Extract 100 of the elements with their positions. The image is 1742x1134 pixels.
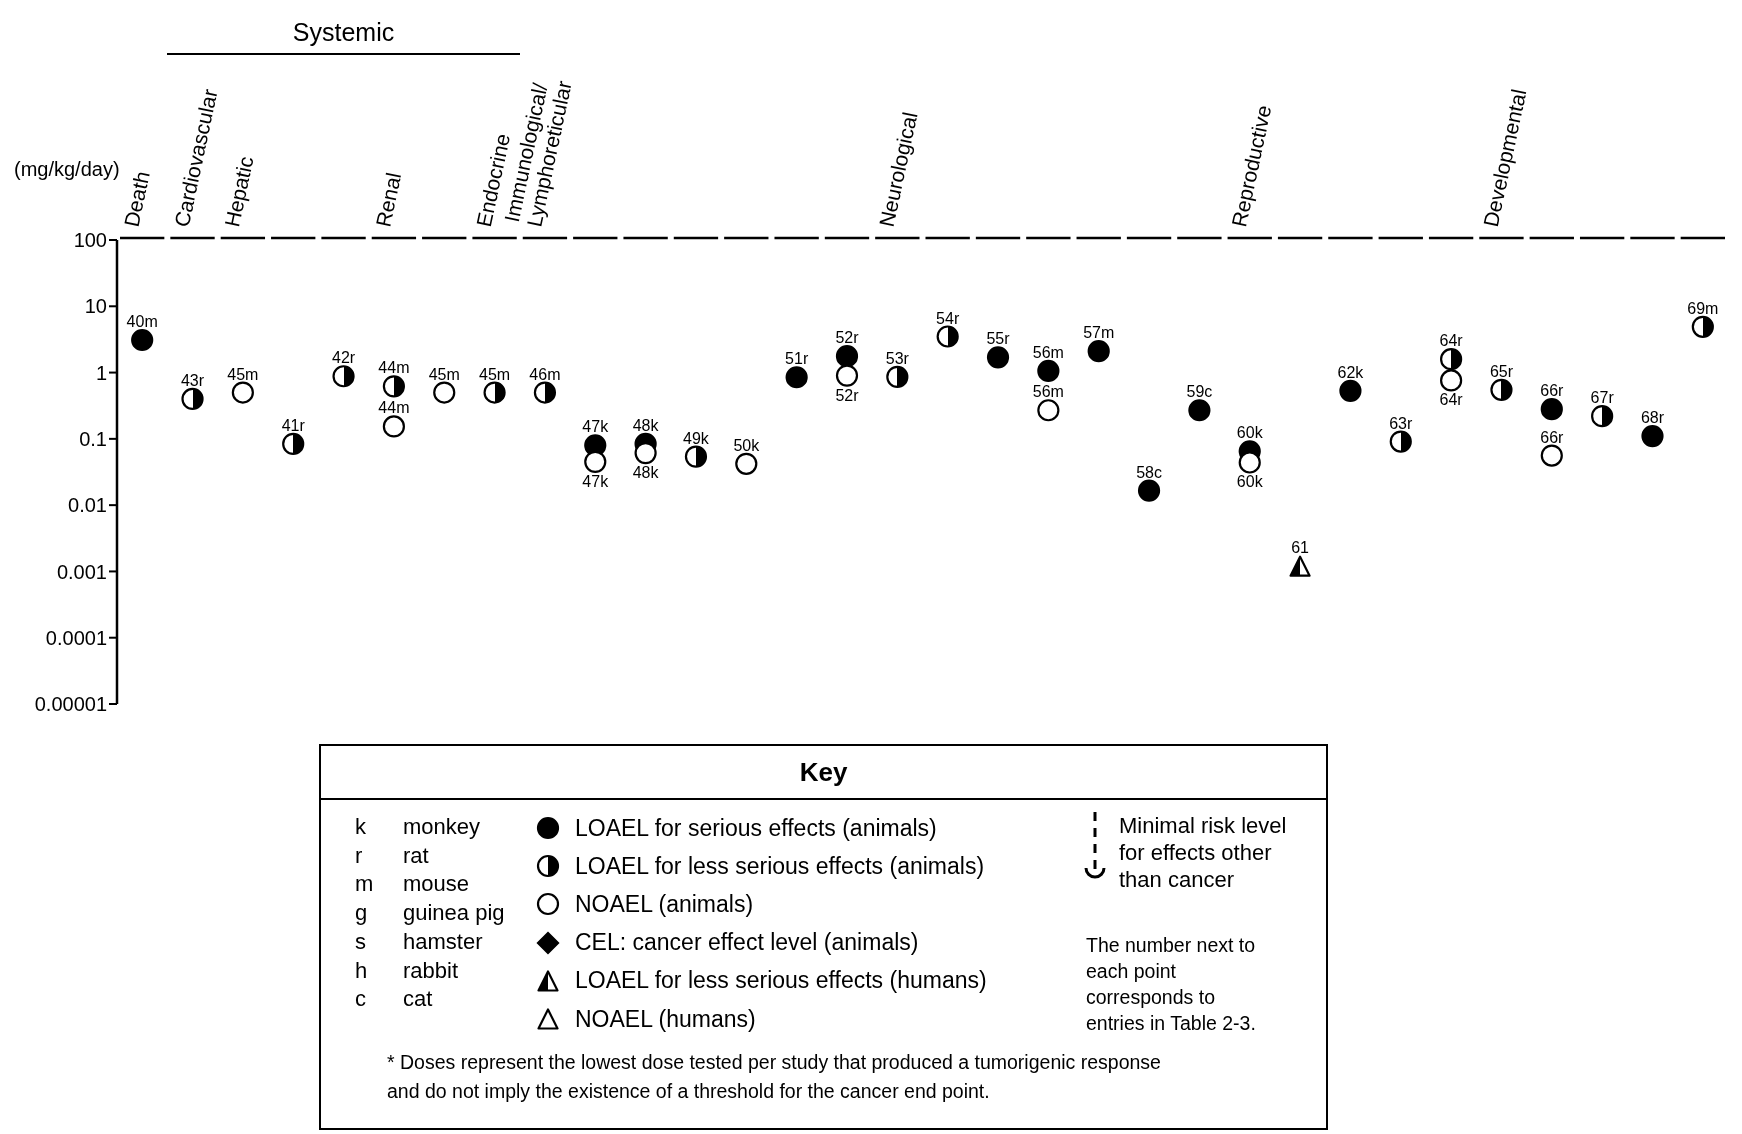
text: g guinea pig: [355, 900, 505, 926]
legend-label: CEL: cancer effect level (animals): [575, 929, 919, 957]
annotation: 64r: [1439, 391, 1464, 409]
annotation: 40m: [126, 313, 158, 330]
y-tick-label: 0.0001: [45, 626, 107, 649]
point: [231, 381, 254, 404]
annotation: 41r: [281, 416, 306, 434]
point: [433, 381, 456, 404]
annotation: 60k: [1236, 473, 1264, 491]
annotation: 56m: [1032, 343, 1064, 361]
y-tick-label: 0.01: [68, 494, 107, 517]
point: [1289, 555, 1311, 577]
y-tick-label: 0.00001: [34, 693, 107, 716]
text: The number next to each point corresponds to entries in Table 2-3.: [1086, 933, 1257, 1036]
annotation: 69m: [1687, 299, 1719, 317]
annotation: 47k: [582, 418, 610, 436]
legend-label: LOAEL for serious effects (animals): [575, 814, 937, 842]
annotation: 46m: [529, 365, 561, 383]
point: [1540, 398, 1563, 421]
point: [1238, 451, 1261, 474]
annotation: 64r: [1439, 332, 1464, 350]
point: [886, 365, 909, 389]
annotation: 50k: [733, 436, 761, 454]
point: [1691, 315, 1714, 338]
annotation: 51r: [785, 350, 809, 368]
annotation: 48k: [632, 464, 660, 482]
point: [735, 452, 758, 475]
y-tick-label: 1: [95, 361, 107, 384]
point: [634, 441, 657, 465]
point: [835, 345, 859, 368]
annotation: 65r: [1489, 362, 1514, 380]
annotation: 47k: [582, 472, 610, 490]
legend-title: Key: [321, 746, 1326, 800]
text: h rabbit: [355, 957, 459, 983]
annotation: 66r: [1540, 382, 1565, 400]
point: [684, 445, 708, 468]
point: [1440, 348, 1463, 371]
y-tick-label: 0.1: [79, 427, 107, 450]
text: m mouse: [355, 871, 470, 897]
annotation: 68r: [1640, 409, 1665, 427]
point: [1540, 444, 1563, 467]
annotation: 48k: [632, 416, 660, 434]
annotation: 45m: [428, 365, 460, 383]
point: [1591, 405, 1614, 428]
annotation: 58c: [1136, 463, 1162, 481]
point: [332, 365, 355, 388]
x-tick-label: Death: [119, 169, 154, 229]
annotation: 57m: [1083, 324, 1115, 342]
annotation: 49k: [683, 429, 710, 447]
legend-label: LOAEL for less serious effects (animals): [575, 852, 985, 880]
annotation: 61: [1291, 539, 1310, 557]
legend-label: NOAEL (animals): [575, 890, 754, 918]
point: [282, 432, 305, 455]
point: [936, 325, 959, 348]
annotation: 45m: [479, 365, 511, 383]
annotation: 43r: [180, 371, 205, 389]
text: Systemic: [167, 18, 520, 55]
annotation: 53r: [885, 349, 910, 367]
annotation: 62k: [1337, 363, 1365, 381]
point: [181, 387, 204, 411]
point: [986, 346, 1010, 369]
point: [1339, 379, 1362, 402]
text: r rat: [355, 842, 429, 868]
point: [1188, 399, 1211, 422]
point: [483, 381, 506, 404]
annotation: 42r: [331, 349, 356, 367]
text: * Doses represent the lowest dose tested per study that produced a tumorigenic response and do not imply the existence of a threshold for the cancer end point.: [387, 1050, 1162, 1104]
point: [382, 375, 405, 398]
point: [382, 415, 405, 438]
point: [131, 328, 154, 352]
y-tick-label: 10: [84, 295, 107, 318]
x-tick-label: Renal: [371, 170, 406, 229]
point: [533, 381, 557, 404]
text: Minimal risk level for effects other than cancer: [1119, 812, 1288, 893]
point: [785, 366, 808, 389]
annotation: 52r: [835, 329, 860, 347]
y-tick-label: 100: [73, 229, 107, 252]
annotation: 63r: [1389, 414, 1413, 432]
point: [1037, 399, 1060, 422]
x-tick-label: Hepatic: [220, 154, 258, 229]
annotation: 44m: [378, 359, 410, 377]
annotation: 60k: [1236, 424, 1264, 442]
annotation: 56m: [1032, 383, 1064, 401]
point: [1641, 425, 1664, 448]
point: [1037, 359, 1060, 382]
annotation: 59c: [1186, 383, 1213, 401]
point: [584, 450, 607, 473]
text: s hamster: [355, 928, 483, 954]
point: [1137, 479, 1161, 502]
annotation: 52r: [835, 386, 860, 404]
y-axis-title: (mg/kg/day): [14, 158, 120, 181]
text: c cat: [355, 986, 433, 1012]
y-tick-label: 0.001: [56, 560, 107, 583]
annotation: 67r: [1590, 389, 1615, 407]
point: [835, 364, 859, 387]
legend-label: NOAEL (humans): [575, 1005, 756, 1033]
annotation: 55r: [986, 330, 1011, 348]
annotation: 45m: [227, 365, 259, 383]
text: k monkey: [355, 814, 481, 839]
point: [1389, 430, 1412, 453]
